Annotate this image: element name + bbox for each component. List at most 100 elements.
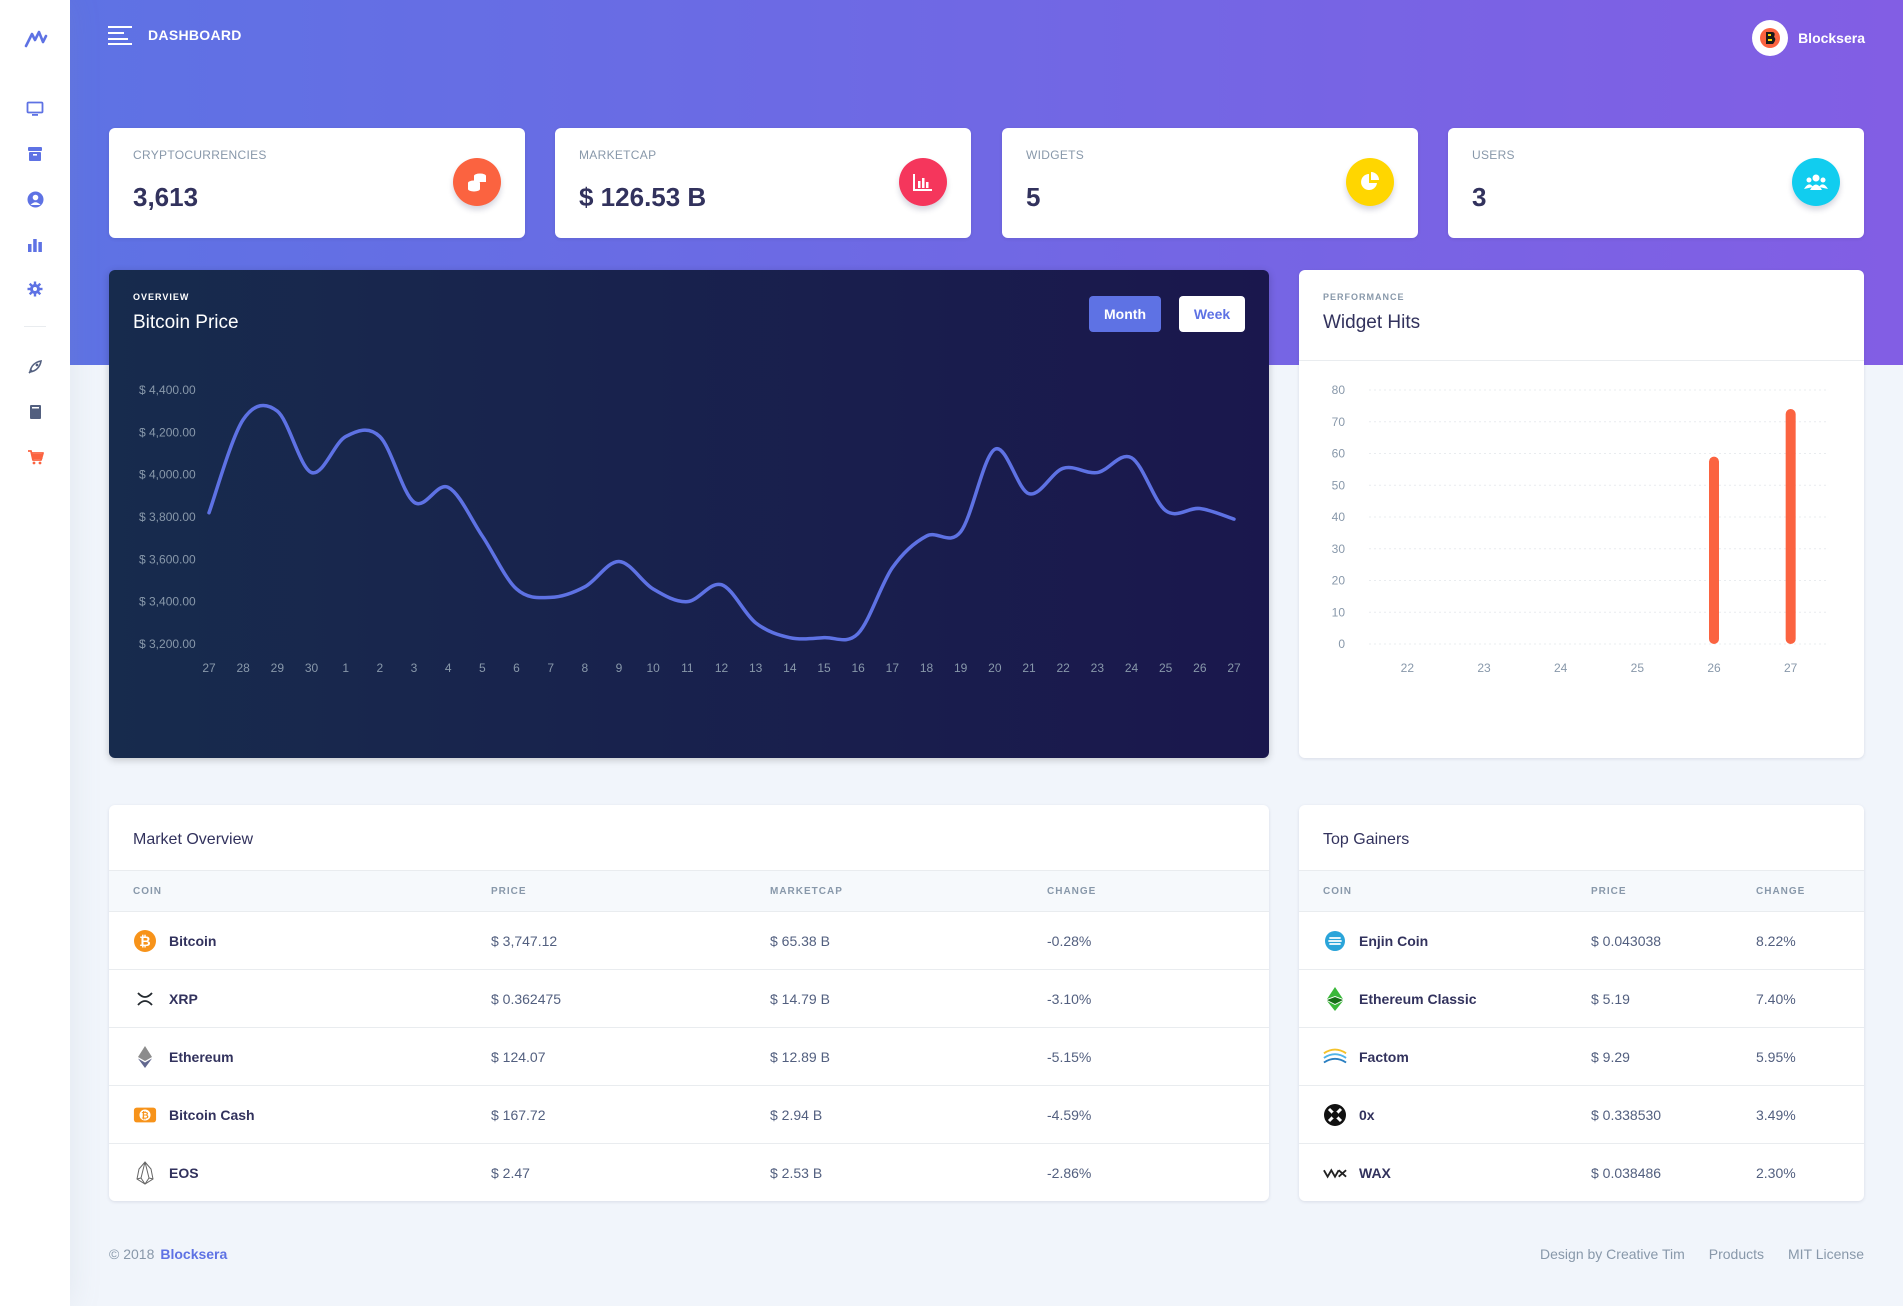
column-header: COIN [109,870,491,912]
data-point [959,530,963,534]
card-eyebrow: OVERVIEW [133,292,190,302]
user-circle-icon [27,191,43,207]
footer-copyright: © 2018 Blocksera [109,1246,227,1262]
table-row[interactable]: ₿ Bitcoin $ 3,747.12 $ 65.38 B -0.28% [109,911,1269,970]
data-point [446,485,450,489]
y-tick-label: $ 4,200.00 [139,425,196,439]
data-point [515,587,519,591]
data-point [890,566,894,570]
x-tick-label: 1 [342,661,349,675]
card-title: Top Gainers [1323,831,1410,848]
x-tick-label: 7 [547,661,554,675]
stat-card-widgets: WIDGETS 5 [1002,128,1418,238]
coin-name: Bitcoin Cash [169,1106,255,1123]
marketcap-cell: $ 2.53 B [770,1164,823,1181]
table-row[interactable]: Enjin Coin $ 0.043038 8.22% [1299,911,1864,970]
price-cell: $ 0.362475 [491,969,770,1028]
data-point [549,595,553,599]
table-row[interactable]: ₿ Bitcoin Cash $ 167.72 $ 2.94 B -4.59% [109,1085,1269,1144]
data-point [1232,517,1236,521]
card-title: Widget Hits [1323,312,1421,333]
0x-icon [1323,1103,1347,1127]
y-tick-label: 80 [1332,383,1346,397]
table-row[interactable]: Ethereum $ 124.07 $ 12.89 B -5.15% [109,1027,1269,1086]
price-cell: $ 9.29 [1591,1027,1756,1086]
x-tick-label: 24 [1125,661,1139,675]
user-name: Blocksera [1798,30,1865,46]
table-row[interactable]: WAX $ 0.038486 2.30% [1299,1144,1864,1202]
table-header-row: COIN PRICE MARKETCAP CHANGE [109,870,1269,912]
x-tick-label: 25 [1631,661,1645,675]
price-cell: $ 5.19 [1591,969,1756,1028]
sidebar-item-shop[interactable] [24,446,46,468]
sidebar [0,0,70,1306]
data-point [583,585,587,589]
sidebar-item-profile[interactable] [24,188,46,210]
stat-icon-circle [1792,158,1840,206]
footer-links: Design by Creative Tim Products MIT Lice… [1540,1246,1864,1262]
coin-name: WAX [1359,1164,1391,1181]
stat-card-marketcap: MARKETCAP $ 126.53 B [555,128,971,238]
y-tick-label: 70 [1332,415,1346,429]
market-overview-card: Market Overview COIN PRICE MARKETCAP CHA… [109,805,1269,1201]
y-tick-label: $ 3,400.00 [139,595,196,609]
stat-label: USERS [1472,148,1515,162]
price-line [207,403,1236,642]
week-button[interactable]: Week [1179,296,1245,332]
x-tick-label: 6 [513,661,520,675]
factom-icon [1323,1045,1347,1069]
footer-link-license[interactable]: MIT License [1788,1246,1864,1262]
ethereum-classic-icon [1323,986,1347,1011]
month-button[interactable]: Month [1089,296,1161,332]
price-cell: $ 124.07 [491,1027,770,1086]
data-point [993,447,997,451]
footer-link-products[interactable]: Products [1708,1246,1764,1262]
y-tick-label: $ 3,600.00 [139,552,196,566]
stat-card-cryptocurrencies: CRYPTOCURRENCIES 3,613 [109,128,525,238]
x-tick-label: 15 [817,661,831,675]
y-tick-label: 30 [1332,542,1346,556]
menu-toggle-icon[interactable] [108,24,134,46]
x-tick-label: 19 [954,661,968,675]
sidebar-item-dashboard[interactable] [24,98,46,120]
x-tick-label: 24 [1554,661,1568,675]
table-row[interactable]: Ethereum Classic $ 5.19 7.40% [1299,969,1864,1028]
archive-icon [28,147,42,161]
logo-icon[interactable] [24,30,48,48]
sidebar-item-settings[interactable] [24,278,46,300]
x-tick-label: 13 [749,661,763,675]
coin-name: XRP [169,990,198,1007]
bitcoin-cash-icon: ₿ [133,1103,157,1127]
y-tick-label: 20 [1332,574,1346,588]
data-point [310,471,314,475]
table-row[interactable]: XRP $ 0.362475 $ 14.79 B -3.10% [109,969,1269,1028]
data-point [207,511,211,515]
table-row[interactable]: EOS $ 2.47 $ 2.53 B -2.86% [109,1144,1269,1202]
data-point [241,418,245,422]
change-cell: -5.15% [1047,1027,1269,1086]
svg-text:₿: ₿ [139,934,150,950]
data-point [1095,471,1099,475]
change-cell: -3.10% [1047,969,1269,1028]
x-tick-label: 23 [1477,661,1491,675]
coins-icon [468,173,486,192]
stat-label: CRYPTOCURRENCIES [133,148,267,162]
price-cell: $ 0.038486 [1591,1164,1662,1181]
data-point [617,559,621,563]
x-tick-label: 21 [1022,661,1036,675]
x-tick-label: 14 [783,661,797,675]
footer-brand-link[interactable]: Blocksera [160,1246,228,1262]
desktop-icon [26,101,44,116]
sidebar-item-docs[interactable] [24,401,46,423]
sidebar-item-archive[interactable] [24,143,46,165]
user-menu[interactable]: Blocksera [1752,20,1865,56]
x-tick-label: 28 [236,661,250,675]
table-row[interactable]: 0x $ 0.338530 3.49% [1299,1085,1864,1144]
change-cell: 8.22% [1756,911,1864,970]
sidebar-item-getting-started[interactable] [24,356,46,378]
price-cell: $ 167.72 [491,1085,770,1144]
sidebar-item-charts[interactable] [24,233,46,255]
footer-link-design[interactable]: Design by Creative Tim [1540,1246,1685,1262]
stat-icon-circle [1346,158,1394,206]
table-row[interactable]: Factom $ 9.29 5.95% [1299,1027,1864,1086]
